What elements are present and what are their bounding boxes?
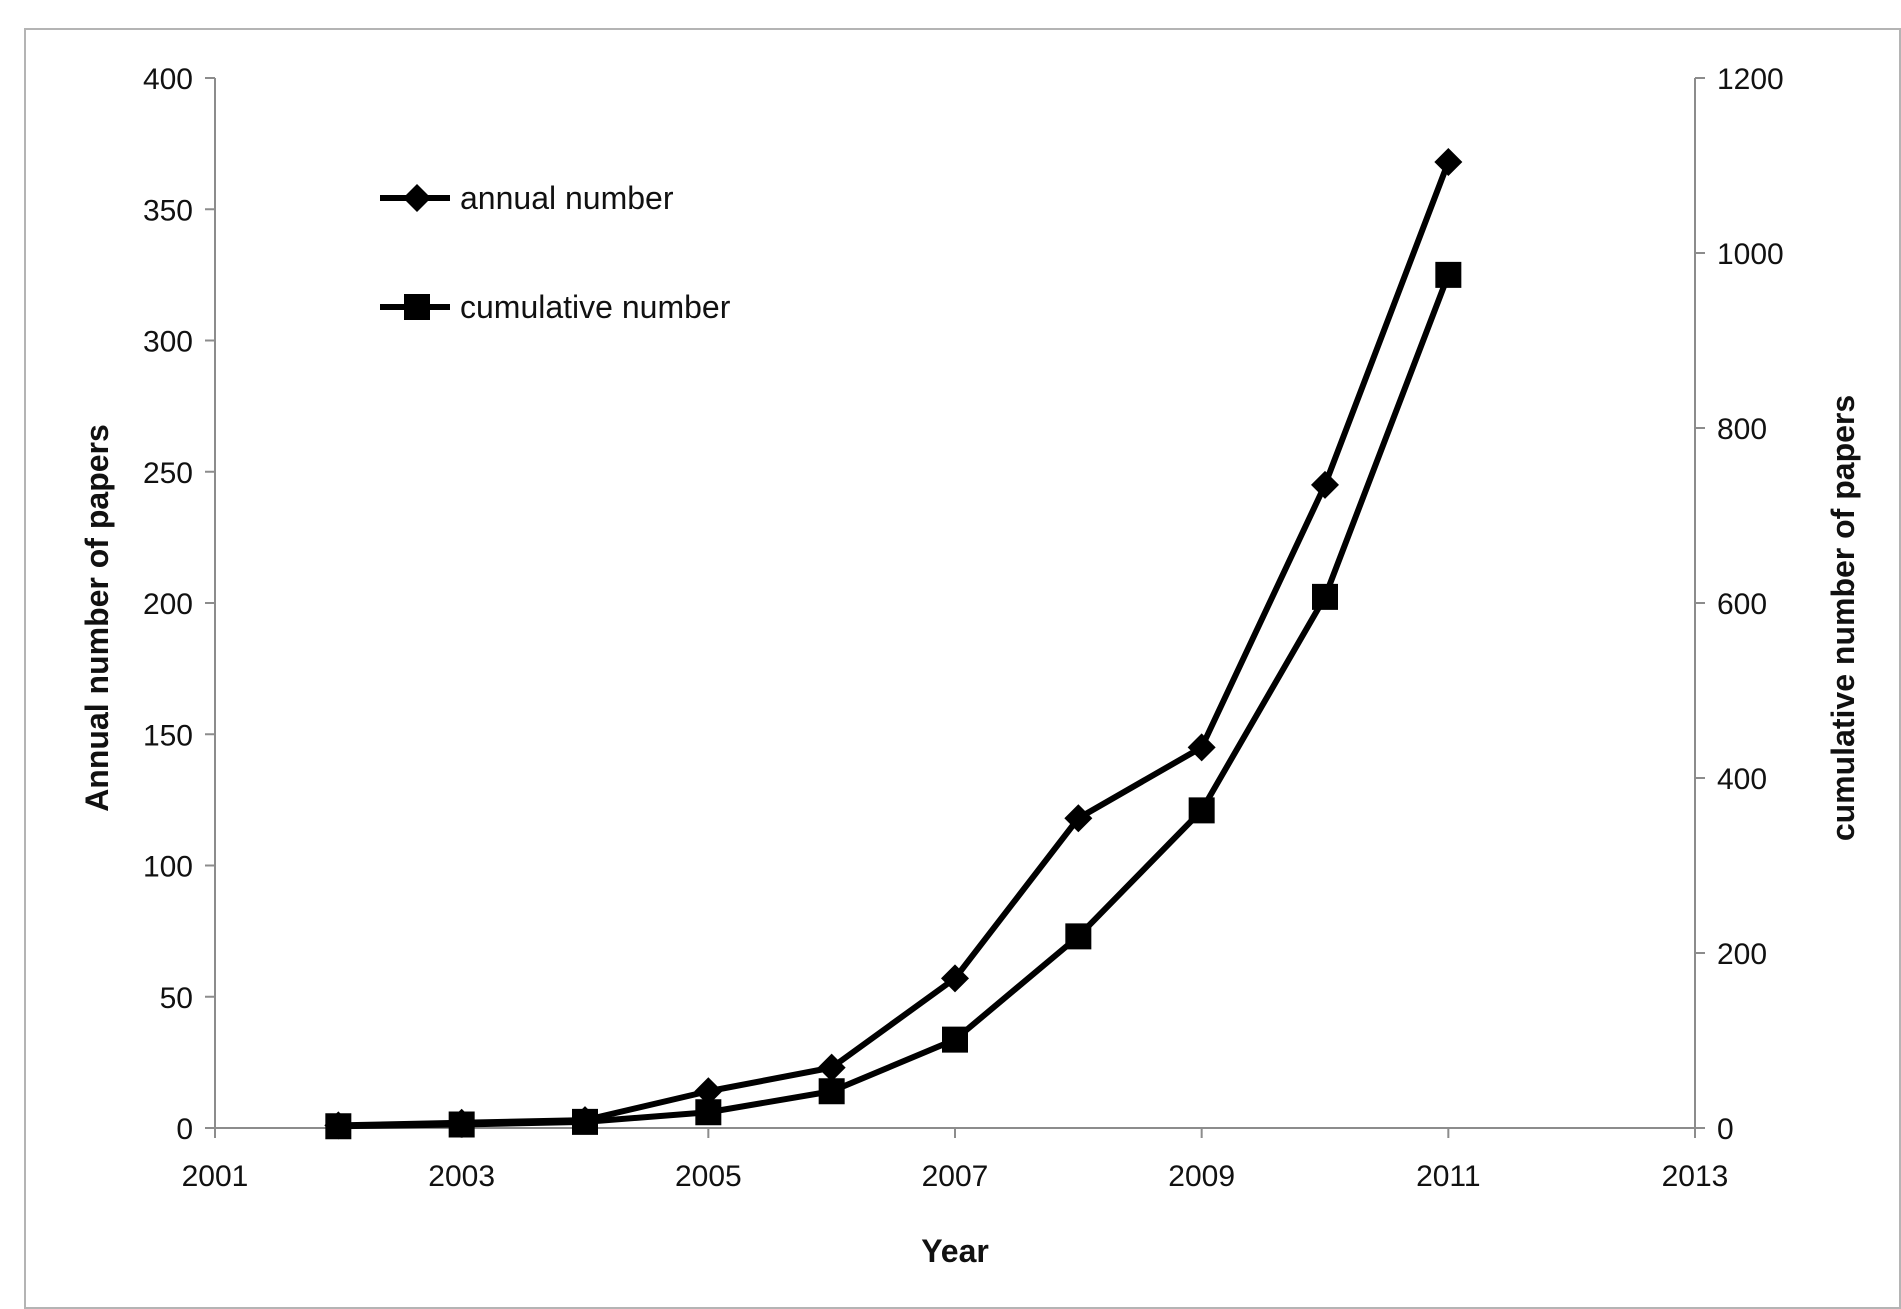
square-point <box>1435 261 1462 288</box>
square-point <box>448 1111 475 1138</box>
y-right-tick-label: 800 <box>1717 413 1767 446</box>
x-tick-label: 2003 <box>428 1160 495 1193</box>
legend-item: annual number <box>380 180 674 216</box>
y-right-tick-label: 200 <box>1717 938 1767 971</box>
y-axis-left-title: Annual number of papers <box>79 424 115 812</box>
square-point <box>942 1026 968 1053</box>
diamond-point <box>1434 148 1463 176</box>
diamond-point <box>817 1053 846 1082</box>
x-tick-label: 2007 <box>922 1160 989 1193</box>
diamond-point <box>694 1077 723 1106</box>
square-point <box>1065 923 1092 950</box>
square-point <box>325 1113 352 1140</box>
diamond-point <box>1064 804 1093 833</box>
y-left-tick-label: 100 <box>143 851 193 884</box>
series-cumulative-number <box>325 261 1462 1140</box>
y-left-tick-label: 150 <box>143 719 193 752</box>
x-axis-title: Year <box>921 1233 989 1269</box>
y-left-tick-label: 250 <box>143 457 193 490</box>
legend-square-marker <box>404 294 430 320</box>
y-right-tick-label: 400 <box>1717 763 1767 796</box>
square-point <box>695 1099 722 1126</box>
y-right-tick-label: 1000 <box>1717 238 1784 271</box>
series-layer <box>324 148 1463 1140</box>
y-left-tick-label: 50 <box>160 982 193 1015</box>
diamond-point <box>941 964 969 993</box>
y-left-tick-label: 0 <box>176 1113 193 1146</box>
legend-label: annual number <box>460 180 674 216</box>
y-left-tick-label: 350 <box>143 194 193 227</box>
legend: annual number cumulative number <box>380 180 731 325</box>
y-left-tick-label: 200 <box>143 588 193 621</box>
diamond-point <box>1311 470 1339 499</box>
y-right-tick-label: 600 <box>1717 588 1767 621</box>
legend-item: cumulative number <box>380 289 731 325</box>
legend-diamond-marker <box>403 184 431 212</box>
y-right-tick-label: 0 <box>1717 1113 1734 1146</box>
axes: 0 50 100 150 200 250 300 350 400 0 200 400 600 800 100… <box>79 63 1861 1269</box>
square-point <box>1188 797 1215 824</box>
y-axis-right-title: cumulative number of papers <box>1825 395 1861 841</box>
series-line <box>338 273 1452 1130</box>
chart-frame <box>24 28 1901 1309</box>
square-point <box>1312 583 1338 610</box>
square-point <box>818 1078 845 1105</box>
diamond-point <box>1187 733 1216 762</box>
y-right-tick-label: 1200 <box>1717 63 1784 96</box>
x-tick-label: 2001 <box>182 1160 249 1193</box>
x-tick-label: 2009 <box>1168 1160 1235 1193</box>
y-left-tick-label: 300 <box>143 326 193 359</box>
x-tick-label: 2013 <box>1662 1160 1729 1193</box>
square-point <box>572 1108 598 1135</box>
y-left-tick-label: 400 <box>143 63 193 96</box>
legend-label: cumulative number <box>460 289 731 325</box>
x-tick-label: 2005 <box>675 1160 742 1193</box>
x-tick-label: 2011 <box>1416 1160 1481 1193</box>
